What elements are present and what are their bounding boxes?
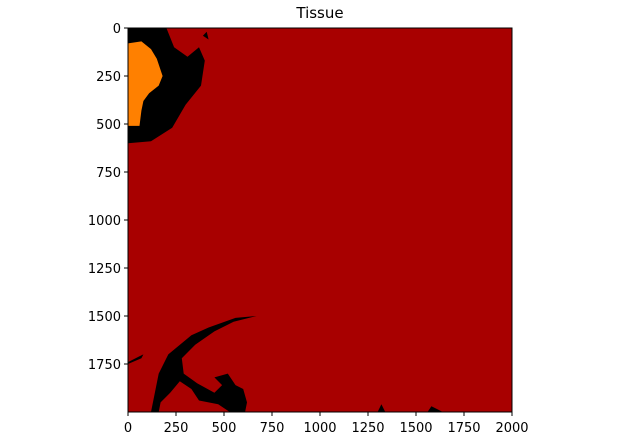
x-tick-label: 1250 xyxy=(351,421,384,436)
x-tick-label: 1000 xyxy=(303,421,336,436)
x-tick-label: 500 xyxy=(212,421,237,436)
y-tick-label: 500 xyxy=(96,118,121,133)
region-tissue-orange-0 xyxy=(128,41,163,126)
region-background-1 xyxy=(202,31,209,40)
region-background-5 xyxy=(427,406,443,412)
y-tick-label: 750 xyxy=(96,166,121,181)
x-tick-label: 250 xyxy=(164,421,189,436)
chart-title: Tissue xyxy=(295,4,343,22)
x-tick-label: 2000 xyxy=(495,421,528,436)
x-tick-label: 750 xyxy=(260,421,285,436)
x-tick-label: 1750 xyxy=(447,421,480,436)
y-axis: 0 250 500 750 1000 1250 1500 1750 xyxy=(88,22,128,373)
region-background-4 xyxy=(377,404,386,412)
y-tick-label: 1000 xyxy=(88,214,121,229)
tissue-regions xyxy=(128,28,443,412)
x-tick-label: 0 xyxy=(124,421,132,436)
region-background-3 xyxy=(151,316,257,412)
region-background-2 xyxy=(128,354,144,364)
y-tick-label: 250 xyxy=(96,70,121,85)
y-tick-label: 1750 xyxy=(88,358,121,373)
y-tick-label: 1500 xyxy=(88,310,121,325)
y-tick-label: 1250 xyxy=(88,262,121,277)
x-axis: 0 250 500 750 1000 1250 1500 1750 2000 xyxy=(124,412,529,436)
y-tick-label: 0 xyxy=(113,22,121,37)
x-tick-label: 1500 xyxy=(399,421,432,436)
